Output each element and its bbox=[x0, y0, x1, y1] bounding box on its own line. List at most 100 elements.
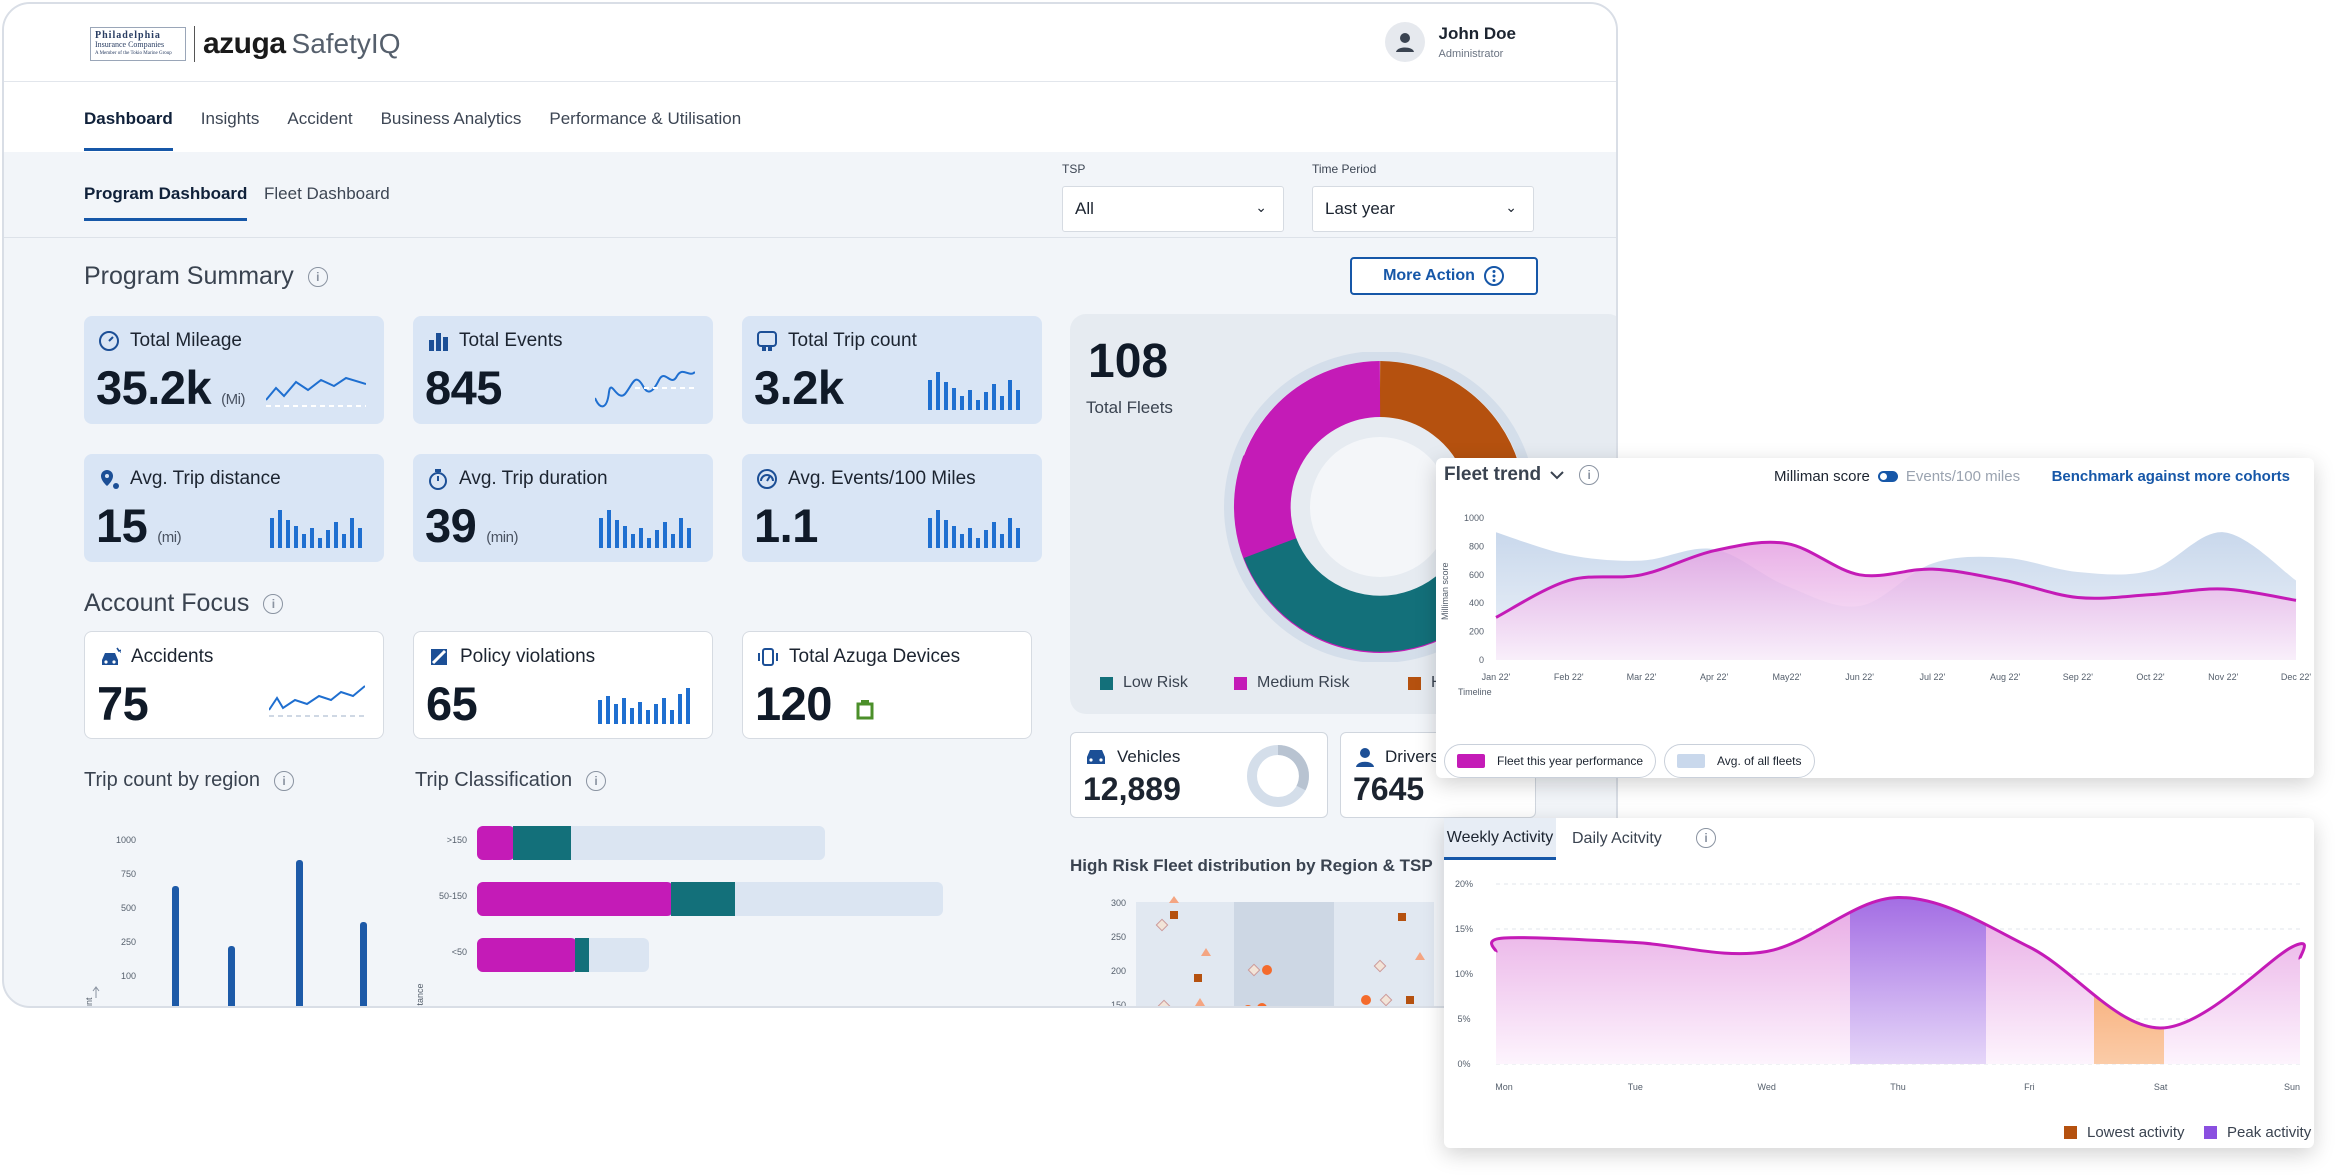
total-trip-count-card[interactable]: Total Trip count 3.2k bbox=[742, 316, 1042, 424]
tab-insights[interactable]: Insights bbox=[200, 109, 260, 128]
tsp-select[interactable]: All ⌄ bbox=[1062, 186, 1284, 232]
legend-lowest-activity: Lowest activity bbox=[2064, 1124, 2185, 1141]
events-sparkline bbox=[595, 370, 695, 408]
xtick: Sep 22' bbox=[2063, 672, 2094, 682]
trip-count-region-chart: 1000 750 500 250 100 0 unt bbox=[84, 835, 367, 1008]
xtick: Jan 22' bbox=[1482, 672, 1511, 682]
device-icon bbox=[757, 646, 779, 668]
info-icon[interactable]: i bbox=[307, 266, 328, 287]
azuga-devices-card[interactable]: Total Azuga Devices 120 bbox=[742, 631, 1032, 739]
ytick: 200 bbox=[1469, 627, 1484, 637]
fleet-trend-dropdown[interactable]: Fleet trend i bbox=[1444, 464, 1600, 486]
legend-fleet-this-year[interactable]: Fleet this year performance bbox=[1444, 744, 1657, 778]
ytick: 200 bbox=[1111, 966, 1126, 976]
car-icon bbox=[1087, 750, 1105, 764]
trip-icon bbox=[756, 330, 778, 352]
xtick: Jun 22' bbox=[1845, 672, 1874, 682]
weekly-activity-chart: 20% 15% 10% 5% 0% Mon Tue Wed Thu Fri Sat Sun bbox=[1455, 879, 2306, 1092]
category-label: >150 bbox=[447, 835, 467, 845]
accidents-card[interactable]: Accidents 75 bbox=[84, 631, 384, 739]
bar-chart-icon bbox=[427, 330, 449, 352]
ytick: 600 bbox=[1469, 570, 1484, 580]
xtick: Thu bbox=[1890, 1082, 1906, 1092]
ytick: 0 bbox=[1479, 655, 1484, 665]
total-fleets-label: Total Fleets bbox=[1086, 398, 1173, 417]
ytick: 250 bbox=[1111, 932, 1126, 942]
info-icon[interactable]: i bbox=[586, 770, 607, 791]
trip-duration-bars bbox=[599, 510, 691, 548]
user-menu[interactable]: John Doe Administrator bbox=[1384, 22, 1516, 62]
partner-logo: Philadelphia Insurance Companies A Membe… bbox=[90, 27, 186, 61]
high-risk-scatter-chart: 300 250 200 150 bbox=[1111, 896, 1434, 1008]
lowest-activity-band bbox=[2094, 897, 2164, 1064]
device-status-icon bbox=[856, 700, 874, 720]
trip-count-bars bbox=[928, 372, 1020, 410]
info-icon[interactable]: i bbox=[274, 770, 295, 791]
tab-performance-utilisation[interactable]: Performance & Utilisation bbox=[549, 109, 742, 128]
tab-weekly-activity[interactable]: Weekly Activity bbox=[1444, 818, 1556, 860]
info-icon[interactable]: i bbox=[1579, 465, 1600, 485]
trip-count-by-region-title: Trip count by region i bbox=[84, 769, 295, 792]
sub-nav: Program Dashboard Fleet Dashboard TSP Al… bbox=[4, 152, 1616, 238]
gauge-icon bbox=[98, 330, 120, 352]
info-icon[interactable]: i bbox=[263, 593, 284, 614]
xtick: Nov 22' bbox=[2208, 672, 2239, 682]
avg-events-per-100-miles-card[interactable]: Avg. Events/100 Miles 1.1 bbox=[742, 454, 1042, 562]
metric-toggle[interactable]: Milliman score Events/100 miles bbox=[1774, 468, 2021, 485]
tab-accident[interactable]: Accident bbox=[287, 109, 353, 128]
tab-business-analytics[interactable]: Business Analytics bbox=[380, 109, 522, 128]
xtick: Wed bbox=[1757, 1082, 1775, 1092]
xtick: Fri bbox=[2024, 1082, 2035, 1092]
total-mileage-card[interactable]: Total Mileage 35.2k (Mi) bbox=[84, 316, 384, 424]
fleet-this-year-line bbox=[1495, 540, 2297, 619]
fleet-trend-chart: 1000 800 600 400 200 0 Jan 22' Feb 22' Mar 22' A… bbox=[1440, 513, 2311, 697]
total-events-card[interactable]: Total Events 845 bbox=[413, 316, 713, 424]
legend-avg-all-fleets[interactable]: Avg. of all fleets bbox=[1664, 744, 1815, 778]
mileage-sparkline bbox=[266, 376, 366, 407]
ytick: 1000 bbox=[1464, 513, 1484, 523]
ytick: 10% bbox=[1455, 969, 1473, 979]
events-per-100-bars bbox=[928, 510, 1020, 548]
svg-text:unt: unt bbox=[84, 997, 94, 1008]
ytick: 0 bbox=[131, 1005, 136, 1008]
ytick: 250 bbox=[121, 937, 136, 947]
category-label: 50-150 bbox=[439, 891, 467, 901]
trip-classification-chart: >150 50-150 <50 stance 0 bbox=[415, 826, 943, 1006]
tab-fleet-dashboard[interactable]: Fleet Dashboard bbox=[264, 184, 390, 203]
policy-violations-card[interactable]: Policy violations 65 bbox=[413, 631, 713, 739]
ytick: 15% bbox=[1455, 924, 1473, 934]
ytick: 800 bbox=[1469, 541, 1484, 551]
vehicles-card[interactable]: Vehicles 12,889 bbox=[1070, 732, 1328, 818]
tsp-label: TSP bbox=[1062, 162, 1086, 176]
high-risk-arc bbox=[1378, 361, 1519, 482]
ytick: 150 bbox=[1111, 1000, 1126, 1008]
tab-dashboard[interactable]: Dashboard bbox=[84, 83, 173, 151]
tab-daily-activity[interactable]: Daily Acitvity bbox=[1572, 830, 1662, 847]
time-period-select[interactable]: Last year ⌄ bbox=[1312, 186, 1534, 232]
user-avatar-icon bbox=[1384, 22, 1425, 62]
legend-medium-risk: Medium Risk bbox=[1234, 674, 1349, 692]
user-role: Administrator bbox=[1438, 48, 1504, 60]
fleet-this-year-area bbox=[1496, 542, 2296, 660]
tab-program-dashboard[interactable]: Program Dashboard bbox=[84, 184, 248, 221]
benchmark-link[interactable]: Benchmark against more cohorts bbox=[2051, 468, 2290, 485]
driver-icon bbox=[1356, 748, 1374, 767]
more-action-button[interactable]: More Action bbox=[1350, 257, 1538, 295]
legend-peak-activity: Peak activity bbox=[2204, 1124, 2311, 1141]
avg-trip-duration-card[interactable]: Avg. Trip duration 39 (min) bbox=[413, 454, 713, 562]
avg-trip-distance-card[interactable]: Avg. Trip distance 15 (mi) bbox=[84, 454, 384, 562]
info-icon[interactable]: i bbox=[1696, 828, 1716, 848]
trip-distance-bars bbox=[270, 510, 362, 548]
chevron-down-icon: ⌄ bbox=[1255, 199, 1267, 215]
top-bar: Philadelphia Insurance Companies A Membe… bbox=[4, 4, 1616, 82]
ytick: 300 bbox=[1111, 898, 1126, 908]
high-risk-distribution-title: High Risk Fleet distribution by Region &… bbox=[1070, 856, 1433, 875]
category-label: <50 bbox=[452, 947, 467, 957]
ytick: 1000 bbox=[116, 835, 136, 845]
ytick: 500 bbox=[121, 903, 136, 913]
svg-text:Milliman score: Milliman score bbox=[1440, 562, 1450, 620]
policy-violations-bars bbox=[598, 688, 690, 724]
user-name: John Doe bbox=[1438, 24, 1516, 43]
location-pin-icon bbox=[98, 468, 120, 490]
speedometer-icon bbox=[756, 468, 778, 490]
